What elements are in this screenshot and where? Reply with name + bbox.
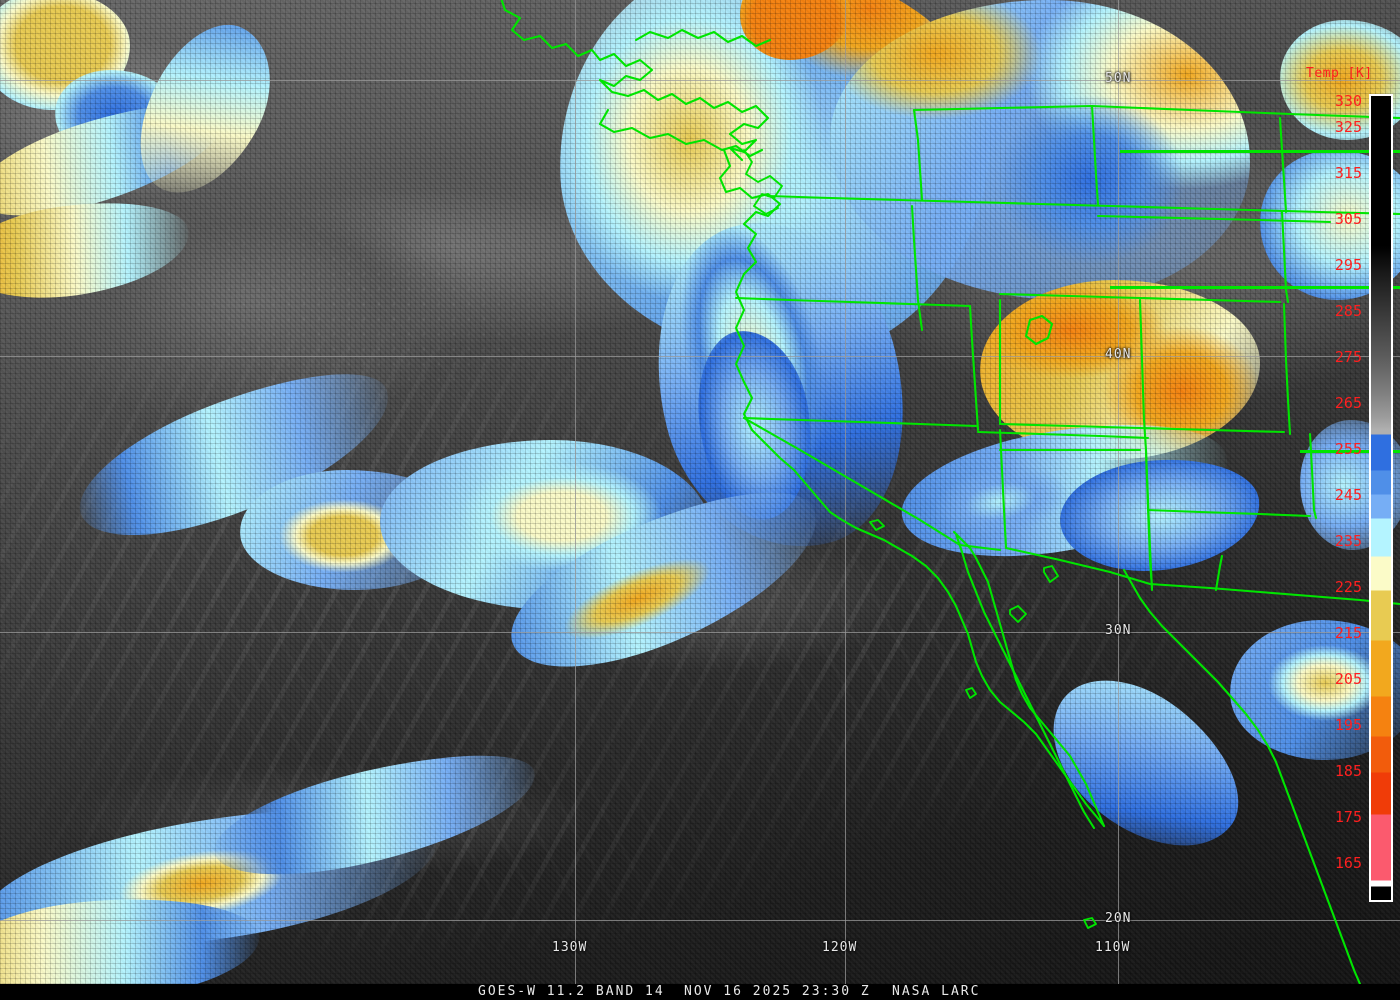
colorbar-tick-305: 305 — [1334, 210, 1362, 228]
grid-crossing-line-colorbar-lower — [1300, 450, 1400, 453]
colorbar-tick-330: 330 — [1334, 92, 1362, 110]
border-idaho-west — [910, 204, 924, 332]
colorbar-gradient — [1371, 96, 1391, 900]
colorbar-tick-245: 245 — [1334, 486, 1362, 504]
coastline-british-columbia — [500, 0, 770, 162]
colorbar-tick-205: 205 — [1334, 670, 1362, 688]
longitude-label-120w: 120W — [822, 940, 858, 955]
latitude-label-30n: 30N — [1105, 623, 1132, 638]
border-nevada-utah — [998, 428, 1008, 550]
longitude-line-120w — [845, 0, 846, 984]
colorbar-tick-265: 265 — [1334, 394, 1362, 412]
island-tiburon — [1043, 565, 1059, 583]
colorbar-tick-225: 225 — [1334, 578, 1362, 596]
colorbar: Temp [K] 330 325 315 305 295 285 275 265… — [1300, 62, 1400, 912]
latitude-line-40n — [0, 356, 1400, 357]
coastline-inside-passage — [634, 28, 772, 48]
colorbar-tick-325: 325 — [1334, 118, 1362, 136]
colorbar-tick-195: 195 — [1334, 716, 1362, 734]
grid-crossing-line-colorbar-mid — [1110, 286, 1400, 289]
colorbar-tick-215: 215 — [1334, 624, 1362, 642]
island-socorro — [1083, 917, 1097, 929]
latitude-label-50n: 50N — [1105, 71, 1132, 86]
border-idaho-utah-nevada — [976, 430, 1150, 440]
colorbar-tick-285: 285 — [1334, 302, 1362, 320]
coastline-puget-sound — [743, 149, 783, 215]
grid-crossing-line-colorbar-upper — [1120, 150, 1400, 153]
latitude-line-30n — [0, 632, 1400, 633]
border-arizona-mexico — [1004, 546, 1400, 606]
latitude-line-50n — [0, 80, 1400, 81]
latitude-line-20n — [0, 920, 1400, 921]
island-guadalupe — [965, 687, 977, 699]
longitude-label-130w: 130W — [552, 940, 588, 955]
border-wyoming-south — [998, 422, 1286, 434]
colorbar-tick-295: 295 — [1334, 256, 1362, 274]
coastline-mexico-west — [1122, 568, 1362, 984]
colorbar-tick-235: 235 — [1334, 532, 1362, 550]
border-saskatchewan-manitoba — [1278, 116, 1288, 214]
border-montana-east — [1280, 210, 1290, 304]
coastline-gulf-of-california — [952, 530, 1106, 828]
longitude-line-130w — [575, 0, 576, 984]
border-oregon-idaho — [968, 304, 980, 432]
border-wyoming-east — [1282, 302, 1292, 436]
colorbar-tick-175: 175 — [1334, 808, 1362, 826]
colorbar-tick-185: 185 — [1334, 762, 1362, 780]
colorbar-tick-275: 275 — [1334, 348, 1362, 366]
border-alberta-saskatchewan — [1090, 104, 1100, 207]
coastline-baja-west — [954, 532, 1096, 830]
island-cedros — [1009, 605, 1027, 623]
border-bc-alberta — [912, 108, 924, 202]
coastline-vancouver-island — [598, 108, 764, 158]
latitude-label-20n: 20N — [1105, 911, 1132, 926]
border-canada-mid — [1096, 214, 1332, 224]
longitude-label-110w: 110W — [1095, 940, 1131, 955]
coastline-washington — [718, 148, 782, 276]
coastline-us-west — [734, 272, 1106, 828]
latitude-label-40n: 40N — [1105, 347, 1132, 362]
colorbar-title: Temp [K] — [1306, 66, 1373, 81]
border-montana-wyoming — [998, 292, 1282, 304]
longitude-line-110w — [1118, 0, 1119, 984]
image-footer: GOES-W 11.2 BAND 14 NOV 16 2025 23:30 Z … — [0, 984, 1400, 1000]
border-newmexico-texas — [1214, 554, 1224, 592]
island-channel-islands — [869, 519, 885, 531]
border-washington-oregon — [734, 296, 972, 308]
colorbar-tick-315: 315 — [1334, 164, 1362, 182]
border-california-nevada — [742, 416, 1002, 552]
lake-great-salt — [1024, 314, 1054, 346]
footer-credit: NASA LARC — [892, 984, 981, 999]
border-arizona-newmexico — [1144, 450, 1154, 592]
footer-satellite-channel: GOES-W 11.2 BAND 14 — [478, 984, 665, 999]
colorbar-tick-165: 165 — [1334, 854, 1362, 872]
border-oregon-california — [742, 416, 978, 428]
border-canada-north-edge — [912, 104, 1400, 120]
border-colorado-south — [1146, 508, 1312, 518]
colorbar-tick-255: 255 — [1334, 440, 1362, 458]
footer-timestamp: NOV 16 2025 23:30 Z — [684, 984, 871, 999]
